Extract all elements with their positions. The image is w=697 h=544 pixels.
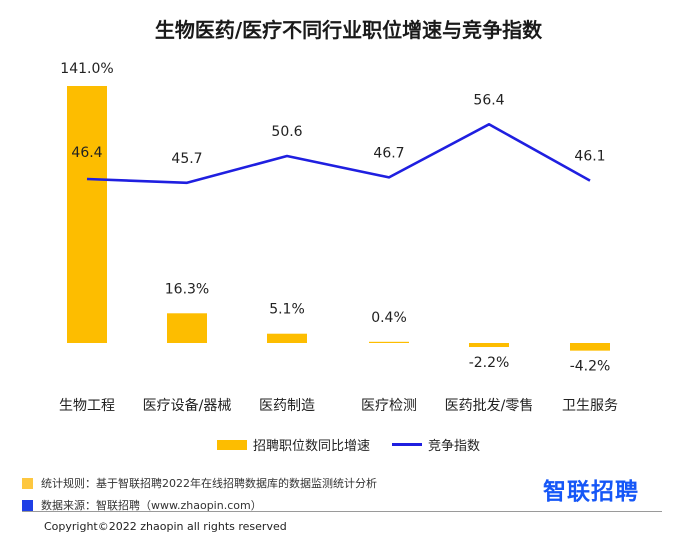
note-source-text: 数据来源：智联招聘（www.zhaopin.com） — [41, 499, 262, 512]
line-value-label: 46.1 — [574, 149, 605, 165]
footer-divider — [22, 511, 662, 512]
bar-value-label: 0.4% — [371, 310, 407, 326]
copyright-text: Copyright©2022 zhaopin all rights reserv… — [44, 520, 287, 533]
bar-value-label: 16.3% — [165, 281, 209, 297]
category-label: 医疗设备/器械 — [143, 397, 232, 414]
line-value-label: 46.7 — [373, 145, 404, 161]
legend-bar-label: 招聘职位数同比增速 — [252, 439, 370, 454]
bar — [369, 341, 409, 343]
legend-item-bar: 招聘职位数同比增速 — [216, 435, 370, 454]
chart-title: 生物医药/医疗不同行业职位增速与竞争指数 — [154, 18, 543, 42]
category-label: 卫生服务 — [562, 398, 618, 414]
brand-logo: 智联招聘 — [543, 479, 639, 505]
bar — [469, 343, 509, 348]
bar-value-label: 141.0% — [60, 61, 113, 77]
category-label: 医疗检测 — [361, 398, 417, 414]
line-value-label: 46.4 — [71, 145, 102, 161]
bar — [167, 313, 207, 343]
bar-value-label: -2.2% — [469, 355, 510, 371]
chart-svg: 141.0% 16.3% 5.1% 0.4% -2.2% -4.2% 46.4 45.7 50.… — [59, 61, 618, 414]
line-value-label: 50.6 — [271, 124, 302, 140]
bar — [570, 343, 610, 351]
note-rule-text: 统计规则：基于智联招聘2022年在线招聘数据库的数据监测统计分析 — [41, 477, 377, 490]
note-source-marker — [22, 499, 33, 511]
category-label: 医药制造 — [259, 398, 315, 414]
note-rule: 统计规则：基于智联招聘2022年在线招聘数据库的数据监测统计分析 — [22, 472, 377, 494]
note-rule-marker — [22, 477, 33, 489]
bar-value-label: 5.1% — [269, 302, 305, 318]
category-label: 生物工程 — [59, 398, 115, 414]
bar-value-label: -4.2% — [570, 359, 611, 375]
legend-bar-swatch — [216, 439, 247, 450]
footer-notes: 统计规则：基于智联招聘2022年在线招聘数据库的数据监测统计分析 数据来源：智联… — [22, 472, 377, 516]
line-series — [86, 123, 591, 185]
legend: 招聘职位数同比增速 竞争指数 — [0, 435, 697, 454]
category-label: 医药批发/零售 — [445, 398, 534, 414]
legend-line-swatch — [392, 443, 422, 446]
line-value-label: 45.7 — [171, 151, 202, 167]
legend-item-line: 竞争指数 — [392, 435, 480, 454]
legend-line-label: 竞争指数 — [428, 439, 481, 454]
bar — [67, 86, 107, 343]
note-source: 数据来源：智联招聘（www.zhaopin.com） — [22, 494, 377, 516]
line-value-label: 56.4 — [473, 92, 504, 108]
bar — [267, 333, 307, 343]
